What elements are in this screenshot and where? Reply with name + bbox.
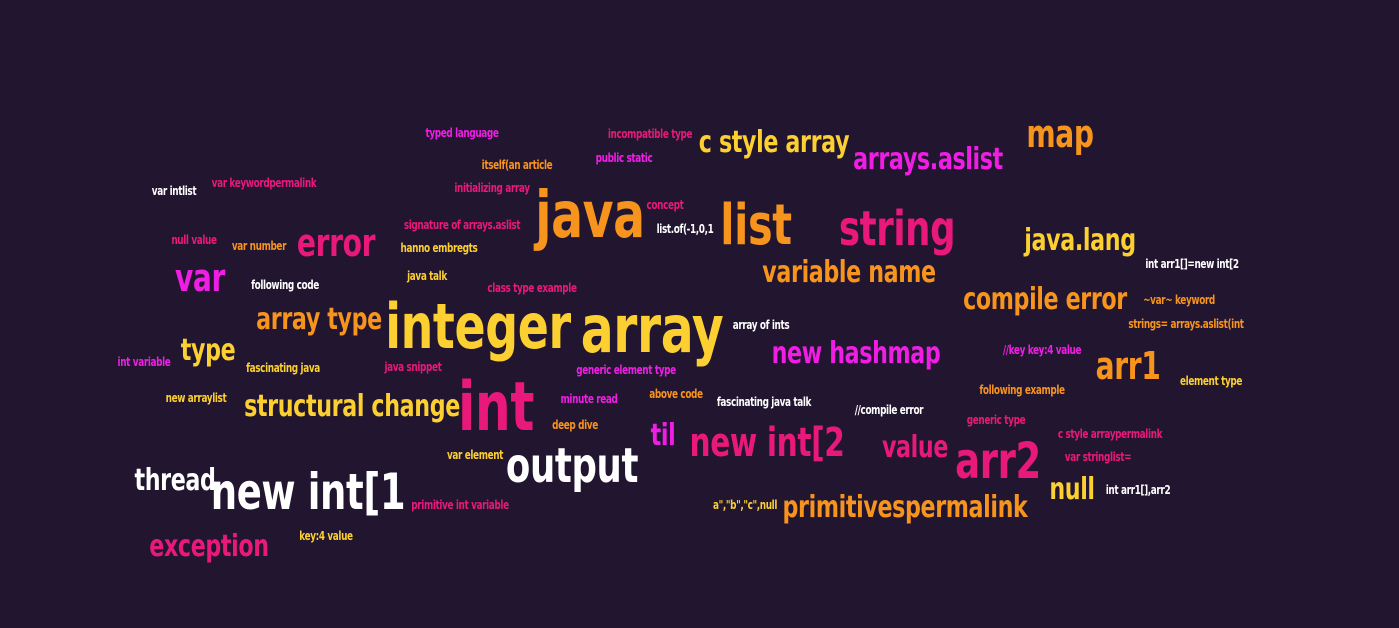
word: typed language bbox=[425, 126, 499, 140]
word: int arr1[],arr2 bbox=[1105, 483, 1171, 497]
word: java snippet bbox=[384, 360, 442, 374]
word: java talk bbox=[407, 269, 447, 283]
word: c style array bbox=[698, 125, 850, 160]
word: fascinating java talk bbox=[716, 395, 812, 409]
word: var bbox=[174, 256, 226, 300]
word: itself(an article bbox=[481, 158, 553, 172]
word: null value bbox=[171, 233, 217, 247]
word: //key key:4 value bbox=[1002, 343, 1082, 357]
word: thread bbox=[134, 463, 216, 498]
word: element type bbox=[1180, 374, 1242, 388]
word: arr2 bbox=[955, 432, 1041, 490]
word: var element bbox=[446, 448, 504, 462]
word: fascinating java bbox=[246, 361, 320, 375]
word: new int[2 bbox=[689, 420, 845, 466]
word: new arraylist bbox=[165, 391, 227, 405]
word: int arr1[]=new int[2 bbox=[1145, 257, 1239, 271]
word: var number bbox=[231, 239, 287, 253]
word: initializing array bbox=[454, 181, 530, 195]
word: incompatible type bbox=[607, 127, 693, 141]
word: new int[1 bbox=[210, 463, 406, 521]
word: minute read bbox=[560, 392, 618, 406]
word: a","b","c",null bbox=[712, 498, 778, 512]
word: var stringlist= bbox=[1064, 450, 1132, 464]
word: list bbox=[720, 193, 792, 258]
word: null bbox=[1049, 472, 1095, 507]
word: string bbox=[838, 201, 956, 257]
word: error bbox=[296, 221, 376, 265]
word: following example bbox=[979, 383, 1065, 397]
word: primitivespermalink bbox=[782, 490, 1028, 525]
word: above code bbox=[649, 387, 703, 401]
word: concept bbox=[646, 198, 684, 212]
word: signature of arrays.aslist bbox=[403, 218, 521, 232]
word: array bbox=[580, 291, 724, 368]
word: java.lang bbox=[1024, 223, 1136, 258]
word: var keywordpermalink bbox=[211, 176, 317, 190]
word: int bbox=[457, 368, 535, 447]
word: structural change bbox=[244, 389, 460, 424]
word: list.of(-1,0,1 bbox=[656, 222, 714, 236]
word: til bbox=[650, 418, 676, 453]
word: output bbox=[505, 438, 639, 494]
word: variable name bbox=[762, 255, 936, 290]
word: primitive int variable bbox=[411, 498, 509, 512]
word: value bbox=[881, 430, 949, 465]
word: key:4 value bbox=[299, 529, 353, 543]
word: compile error bbox=[963, 282, 1127, 317]
word: class type example bbox=[487, 281, 577, 295]
word: ~var~ keyword bbox=[1143, 293, 1215, 307]
word: type bbox=[180, 333, 236, 368]
word: arrays.aslist bbox=[853, 142, 1003, 177]
word: following code bbox=[251, 278, 319, 292]
word: generic type bbox=[966, 413, 1026, 427]
word: arr1 bbox=[1095, 344, 1161, 388]
word: array of ints bbox=[732, 318, 790, 332]
word: deep dive bbox=[552, 418, 598, 432]
word: array type bbox=[256, 302, 382, 337]
word: new hashmap bbox=[771, 336, 941, 371]
word: int variable bbox=[117, 355, 171, 369]
word: strings= arrays.aslist(int bbox=[1128, 317, 1244, 331]
word: c style arraypermalink bbox=[1057, 427, 1163, 441]
word: hanno embregts bbox=[400, 241, 478, 255]
word: integer bbox=[385, 290, 571, 363]
word: exception bbox=[149, 529, 269, 564]
word: map bbox=[1026, 112, 1094, 156]
word: generic element type bbox=[576, 363, 676, 377]
word: java bbox=[535, 179, 645, 253]
word: var intlist bbox=[151, 184, 197, 198]
word: public static bbox=[595, 151, 653, 165]
word: //compile error bbox=[854, 403, 924, 417]
